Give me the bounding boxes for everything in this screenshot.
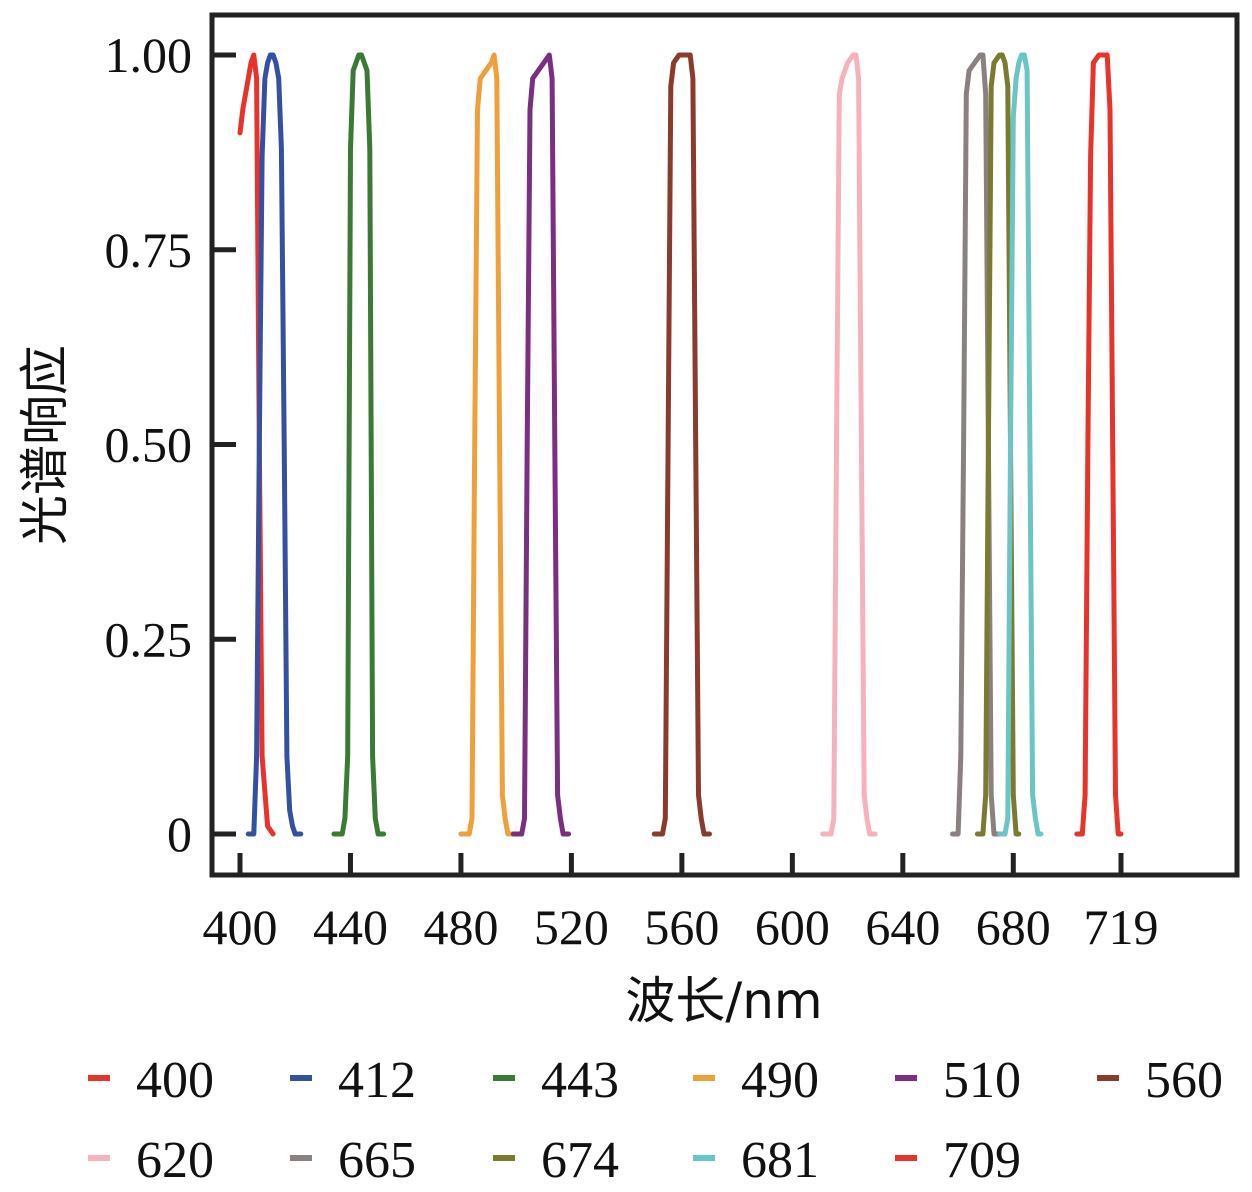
series-line-681 bbox=[997, 52, 1044, 837]
x-tick-label-600: 600 bbox=[755, 899, 830, 955]
x-tick-label-640: 640 bbox=[865, 899, 940, 955]
series-line-709 bbox=[1074, 52, 1124, 837]
x-tick-label-719: 719 bbox=[1084, 899, 1159, 955]
x-tick-label-400: 400 bbox=[203, 899, 278, 955]
legend-label-620: 620 bbox=[136, 1132, 214, 1189]
legend: 400 412 443 490 510 560 620 665 674 681 709 bbox=[88, 1052, 1223, 1189]
series-line-412 bbox=[245, 52, 304, 837]
series-line-490 bbox=[458, 52, 516, 837]
series-line-665 bbox=[950, 52, 1002, 837]
series-line-674 bbox=[974, 52, 1022, 837]
y-tick-label-1.00: 1.00 bbox=[105, 27, 193, 83]
y-axis-title: 光谱响应 bbox=[16, 345, 74, 545]
series-layer bbox=[237, 52, 1124, 837]
y-tick-label-0.50: 0.50 bbox=[105, 417, 193, 473]
plot-frame bbox=[209, 12, 1240, 878]
legend-label-560: 560 bbox=[1145, 1052, 1223, 1109]
legend-label-681: 681 bbox=[741, 1132, 819, 1189]
legend-label-412: 412 bbox=[338, 1052, 416, 1109]
series-line-560 bbox=[651, 52, 712, 837]
series-line-620 bbox=[820, 52, 878, 837]
x-tick-label-480: 480 bbox=[423, 899, 498, 955]
x-axis: 400 440 480 520 560 600 640 680 719 bbox=[203, 853, 1159, 955]
y-tick-label-0.75: 0.75 bbox=[105, 222, 193, 278]
y-tick-label-0.25: 0.25 bbox=[105, 611, 193, 667]
x-tick-label-560: 560 bbox=[644, 899, 719, 955]
y-tick-label-0: 0 bbox=[167, 806, 192, 862]
y-axis: 0 0.25 0.50 0.75 1.00 bbox=[105, 27, 236, 862]
legend-label-510: 510 bbox=[943, 1052, 1021, 1109]
series-line-510 bbox=[510, 52, 572, 837]
legend-label-443: 443 bbox=[541, 1052, 619, 1109]
legend-label-709: 709 bbox=[943, 1132, 1021, 1189]
legend-label-490: 490 bbox=[741, 1052, 819, 1109]
x-tick-label-440: 440 bbox=[313, 899, 388, 955]
series-line-400 bbox=[237, 52, 276, 837]
legend-label-400: 400 bbox=[136, 1052, 214, 1109]
series-line-443 bbox=[331, 52, 387, 837]
legend-label-674: 674 bbox=[541, 1132, 619, 1189]
x-tick-label-520: 520 bbox=[534, 899, 609, 955]
x-axis-title: 波长/nm bbox=[625, 972, 822, 1030]
x-tick-label-680: 680 bbox=[976, 899, 1051, 955]
legend-label-665: 665 bbox=[338, 1132, 416, 1189]
